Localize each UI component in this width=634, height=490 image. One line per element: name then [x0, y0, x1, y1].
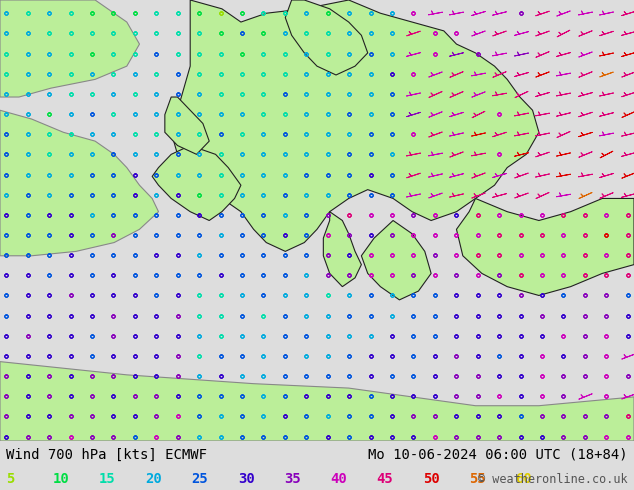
Text: 20: 20: [145, 472, 162, 486]
Text: 40: 40: [330, 472, 347, 486]
Polygon shape: [456, 198, 634, 295]
Polygon shape: [0, 110, 158, 256]
Text: 45: 45: [377, 472, 393, 486]
Polygon shape: [323, 212, 361, 287]
Polygon shape: [361, 220, 431, 300]
Text: 10: 10: [53, 472, 69, 486]
Polygon shape: [152, 146, 241, 220]
Polygon shape: [171, 0, 539, 251]
Text: 5: 5: [6, 472, 15, 486]
Polygon shape: [285, 0, 368, 75]
Text: 55: 55: [469, 472, 486, 486]
Text: 60: 60: [515, 472, 532, 486]
Text: 50: 50: [423, 472, 439, 486]
Polygon shape: [0, 0, 139, 97]
Text: 25: 25: [191, 472, 208, 486]
Polygon shape: [165, 97, 209, 154]
Text: 15: 15: [99, 472, 115, 486]
Text: 35: 35: [284, 472, 301, 486]
Text: © weatheronline.co.uk: © weatheronline.co.uk: [478, 473, 628, 486]
Text: 30: 30: [238, 472, 254, 486]
Polygon shape: [0, 362, 634, 441]
Text: Wind 700 hPa [kts] ECMWF: Wind 700 hPa [kts] ECMWF: [6, 448, 207, 462]
Text: Mo 10-06-2024 06:00 UTC (18+84): Mo 10-06-2024 06:00 UTC (18+84): [368, 448, 628, 462]
